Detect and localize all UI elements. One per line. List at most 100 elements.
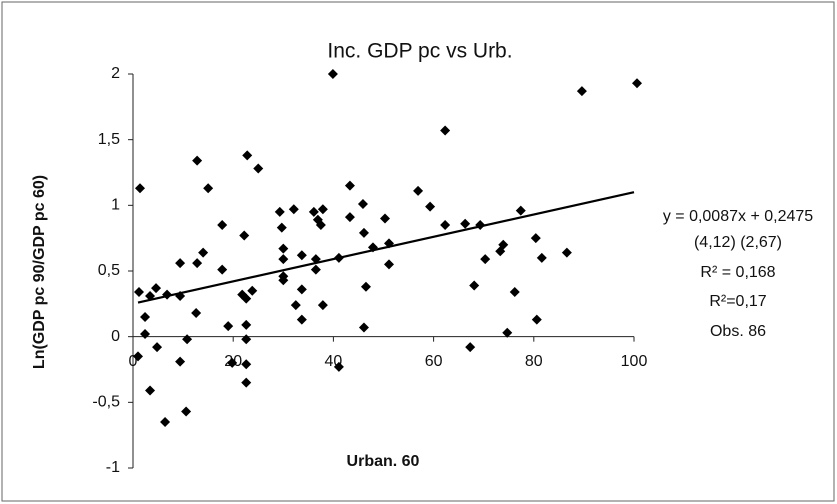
point	[290, 300, 301, 311]
point	[145, 290, 156, 301]
trendline	[137, 191, 635, 304]
point	[181, 406, 192, 417]
point	[274, 206, 285, 217]
point	[203, 183, 214, 194]
point	[296, 284, 307, 295]
point	[241, 319, 252, 330]
point	[480, 254, 491, 265]
point	[288, 204, 299, 215]
point	[227, 357, 238, 368]
point	[310, 254, 321, 265]
point	[384, 238, 395, 249]
point	[134, 287, 145, 298]
point	[440, 220, 451, 231]
point	[278, 243, 289, 254]
point	[440, 125, 451, 136]
point	[561, 247, 572, 258]
point	[576, 86, 587, 97]
point	[380, 213, 391, 224]
point	[191, 308, 202, 319]
point	[241, 377, 252, 388]
x-tick-label: 60	[425, 353, 443, 370]
point	[358, 322, 369, 333]
point	[357, 199, 368, 210]
x-axis-label: Urban. 60	[347, 453, 420, 470]
annotation: (4,12) (2,67)	[694, 234, 782, 251]
point	[135, 183, 146, 194]
annotation: y = 0,0087x + 0,2475	[663, 208, 813, 225]
point	[241, 293, 252, 304]
annotation: R² = 0,168	[700, 264, 775, 281]
annotation: R²=0,17	[709, 293, 766, 310]
point	[162, 289, 173, 300]
point	[296, 250, 307, 261]
point	[333, 252, 344, 263]
point	[530, 233, 541, 244]
point	[425, 201, 436, 212]
point	[296, 314, 307, 325]
point	[140, 311, 151, 322]
point	[317, 204, 328, 215]
point	[133, 351, 144, 362]
y-tick-label: 1	[111, 197, 120, 214]
chart-title: Inc. GDP pc vs Urb.	[327, 40, 512, 63]
point	[217, 220, 228, 231]
point	[175, 290, 186, 301]
point	[140, 329, 151, 340]
point	[333, 361, 344, 372]
y-tick-label: -1	[106, 459, 120, 476]
y-tick-label: 0,5	[98, 262, 120, 279]
point	[460, 218, 471, 229]
point	[317, 300, 328, 311]
point	[239, 230, 250, 241]
point	[384, 259, 395, 270]
y-tick-label: 0	[111, 328, 120, 345]
point	[241, 334, 252, 345]
point	[310, 264, 321, 275]
point	[242, 150, 253, 161]
point	[198, 247, 209, 258]
point	[358, 227, 369, 238]
point	[278, 254, 289, 265]
point	[531, 314, 542, 325]
point	[247, 285, 258, 296]
point	[327, 69, 338, 79]
point	[160, 417, 171, 428]
point	[241, 359, 252, 370]
point	[315, 220, 326, 231]
point	[175, 258, 186, 269]
point	[344, 212, 355, 223]
point	[475, 220, 486, 231]
point	[192, 258, 203, 269]
x-tick-label: 0	[129, 353, 138, 370]
point	[502, 327, 513, 338]
point	[509, 287, 520, 298]
y-tick-label: -0,5	[92, 394, 120, 411]
point	[276, 222, 287, 233]
point	[278, 275, 289, 286]
point	[223, 321, 234, 332]
point	[632, 78, 643, 89]
point	[344, 180, 355, 191]
point	[192, 155, 203, 166]
point	[182, 334, 193, 345]
y-tick-label: 1,5	[98, 131, 120, 148]
point	[413, 185, 424, 196]
y-axis-label: Ln(GDP pc 90/GDP pc 60)	[31, 175, 48, 369]
x-tick-label: 80	[525, 353, 543, 370]
point	[360, 281, 371, 292]
y-tick-label: 2	[111, 65, 120, 82]
point	[152, 342, 163, 353]
point	[536, 252, 547, 263]
x-tick-label: 100	[621, 353, 648, 370]
point	[217, 264, 228, 275]
point	[175, 356, 186, 367]
point	[367, 242, 378, 253]
point	[469, 280, 480, 291]
point	[308, 206, 319, 217]
point	[465, 342, 476, 353]
point	[253, 163, 264, 174]
point	[498, 239, 509, 250]
